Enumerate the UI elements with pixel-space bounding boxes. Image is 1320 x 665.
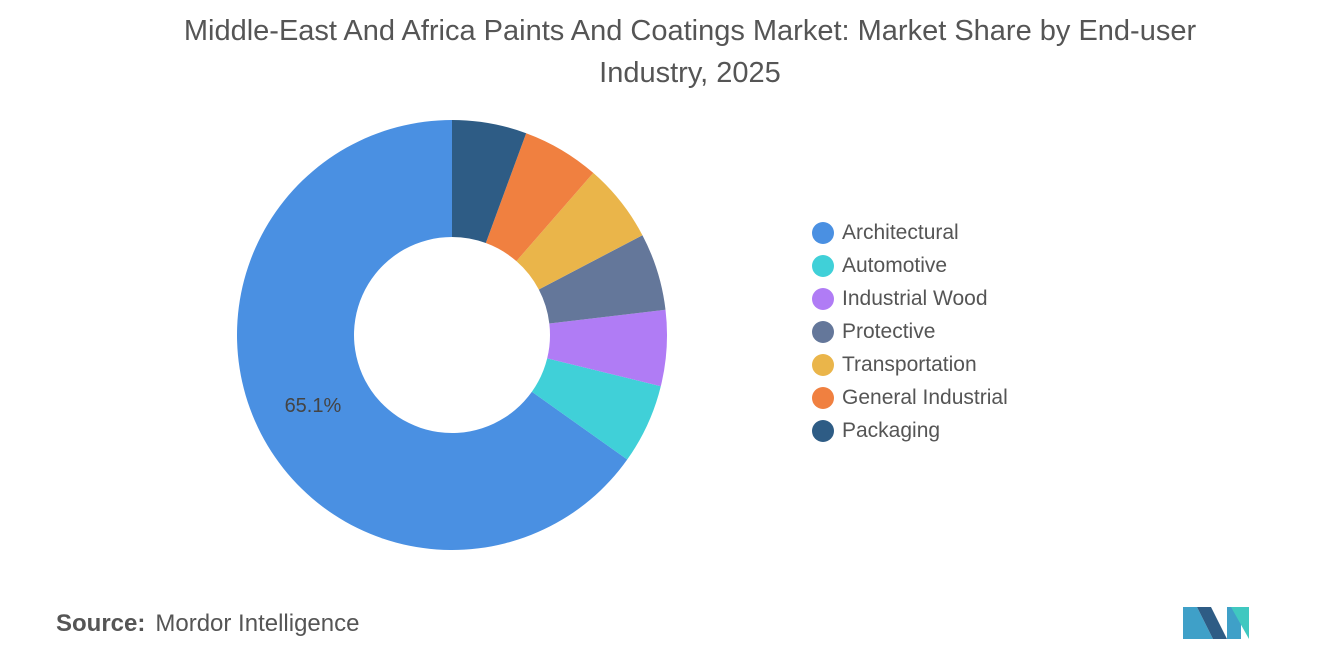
source-label: Source: [56,610,146,637]
data-label: 65.1% [285,395,342,417]
legend-item: General Industrial [812,381,1008,414]
source: Source: Mordor Intelligence [56,610,359,638]
donut-slice [485,133,594,262]
legend-swatch [812,254,834,277]
legend-swatch [812,320,834,343]
legend-label: Architectural [842,220,959,244]
legend-label: Industrial Wood [842,286,988,310]
legend-swatch [812,386,834,409]
legend-swatch [812,287,834,310]
legend-label: Transportation [842,352,977,376]
legend-swatch [812,353,834,376]
legend-label: General Industrial [842,385,1008,409]
donut-slice [516,172,643,290]
logo [1183,607,1249,639]
legend-item: Protective [812,315,1008,348]
legend-swatch [812,419,834,442]
chart: 65.1% [237,120,667,550]
legend-item: Architectural [812,216,1008,249]
chart-title: Middle-East And Africa Paints And Coatin… [183,15,1197,89]
legend-swatch [812,221,834,244]
legend-label: Packaging [842,418,941,442]
legend-item: Packaging [812,414,1008,447]
donut-slice [237,120,628,550]
donut-slice [531,358,661,460]
legend-label: Protective [842,319,936,343]
legend-item: Transportation [812,348,1008,381]
donut-slice [538,235,666,324]
donut-slice [547,309,667,387]
source-text: Mordor Intelligence [155,610,360,637]
legend-label: Automotive [842,253,948,277]
legend-item: Automotive [812,249,1008,282]
donut-slice [452,120,527,244]
legend: Architectural Automotive Industrial Wood Pr… [812,216,1008,447]
legend-item: Industrial Wood [812,282,1008,315]
